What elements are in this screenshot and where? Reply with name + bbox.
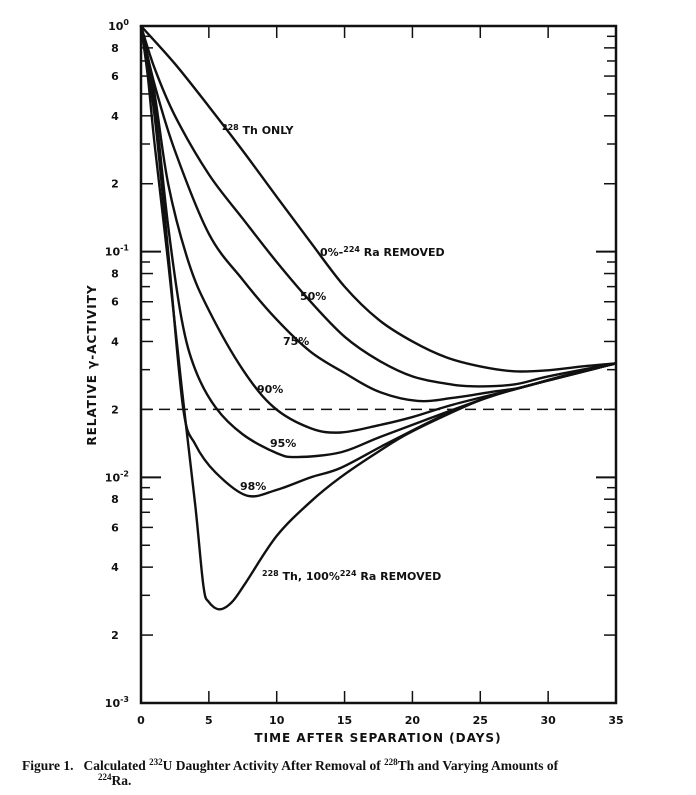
- x-tick-label: 30: [540, 714, 556, 727]
- x-tick-label: 20: [405, 714, 421, 727]
- y-tick-label: 4: [111, 335, 119, 348]
- x-tick-label: 0: [137, 714, 145, 727]
- caption-text: U Daughter Activity After Removal of: [162, 758, 385, 773]
- y-tick-label: 4: [111, 561, 119, 574]
- y-axis-label: RELATIVE γ-ACTIVITY: [85, 284, 99, 445]
- caption-sup: 224: [98, 772, 112, 782]
- y-tick-label: 2: [111, 629, 119, 642]
- figure-label: Figure 1.: [22, 758, 74, 773]
- y-tick-label: 2: [111, 178, 119, 191]
- series-line-75pct: [139, 25, 617, 403]
- plot-frame: [139, 24, 618, 705]
- y-tick-label: 2: [111, 403, 119, 416]
- curve-label: 75%: [283, 335, 309, 348]
- curve-label: 98%: [240, 480, 266, 493]
- axes: 0 5 10 15 20 25 30 35 100 8 6 4 2 10-1 8 6 4 2 10-2 8 6 4 2 10-…: [105, 18, 624, 727]
- y-tick-label: 6: [111, 70, 119, 83]
- curve-label: 95%: [270, 437, 296, 450]
- caption-sup: 228: [384, 757, 398, 767]
- y-tick-label: 8: [111, 42, 119, 55]
- curve-label: 0%-224 Ra REMOVED: [320, 245, 445, 259]
- curve-label: 228 Th ONLY: [222, 123, 295, 137]
- y-tick-label: 6: [111, 521, 119, 534]
- y-tick-label: 10-2: [105, 469, 129, 484]
- caption-text: Calculated: [83, 758, 150, 773]
- figure-caption: Figure 1. Calculated 232U Daughter Activi…: [22, 757, 692, 789]
- curve-label: 228 Th, 100%224 Ra REMOVED: [262, 569, 441, 583]
- caption-text: Ra.: [111, 773, 132, 788]
- series-lines: [139, 25, 617, 611]
- y-tick-label: 10-3: [105, 695, 129, 710]
- x-axis-label: TIME AFTER SEPARATION (DAYS): [254, 731, 501, 745]
- x-tick-label: 35: [608, 714, 623, 727]
- series-line-0pct: [140, 25, 617, 373]
- y-tick-label: 4: [111, 110, 119, 123]
- y-tick-label: 6: [111, 296, 119, 309]
- x-tick-label: 5: [205, 714, 213, 727]
- caption-sup: 232: [149, 757, 163, 767]
- y-tick-label: 10-1: [105, 244, 130, 259]
- x-tick-label: 25: [473, 714, 488, 727]
- series-line-100pct: [139, 25, 617, 611]
- curve-label: 50%: [300, 290, 326, 303]
- annotations: 228 Th ONLY 0%-224 Ra REMOVED 50% 75% 90% 95%…: [222, 123, 445, 583]
- y-tick-label: 100: [108, 18, 129, 33]
- curve-label: 90%: [257, 383, 283, 396]
- y-tick-label: 8: [111, 268, 119, 281]
- series-line-50pct: [139, 25, 617, 388]
- x-tick-label: 10: [269, 714, 285, 727]
- y-tick-label: 8: [111, 493, 119, 506]
- x-tick-label: 15: [337, 714, 352, 727]
- caption-text: Th and Varying Amounts of: [397, 758, 559, 773]
